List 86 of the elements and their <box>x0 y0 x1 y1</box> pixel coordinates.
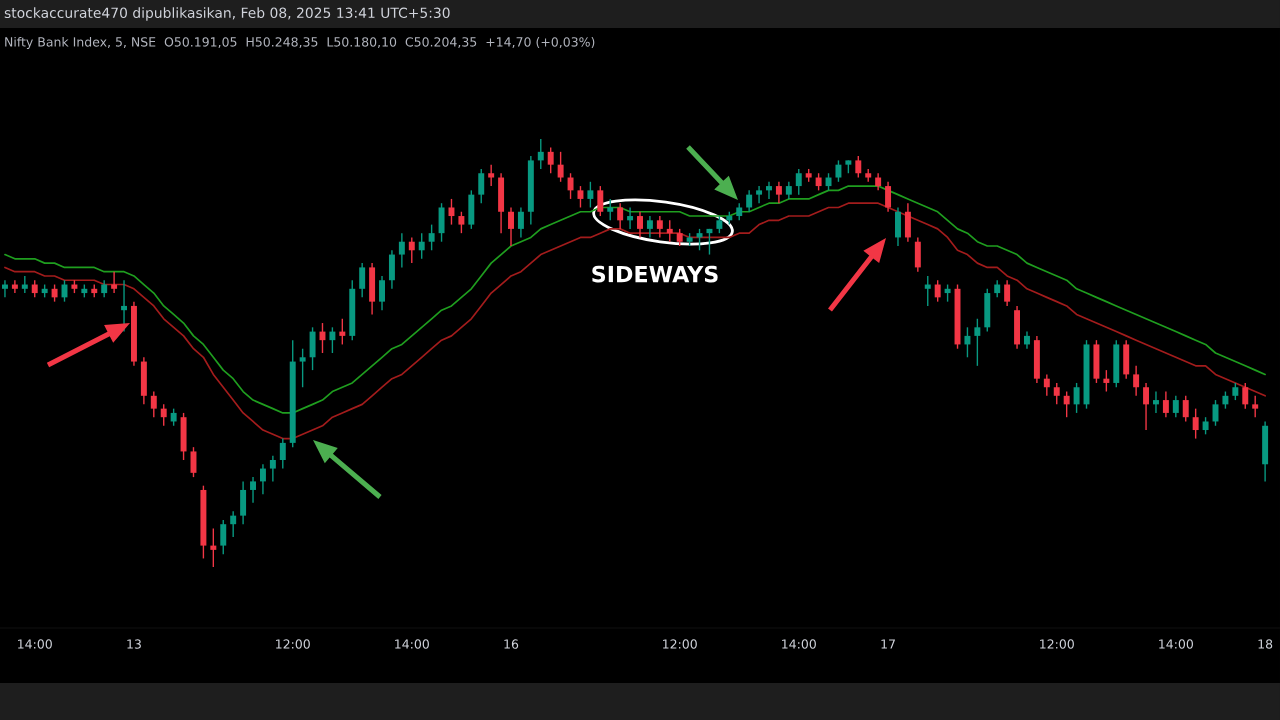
candlestick <box>1073 382 1080 414</box>
candlestick <box>924 275 931 307</box>
candlestick <box>1103 369 1110 393</box>
candlestick <box>547 146 554 174</box>
candlestick <box>756 185 763 204</box>
candlestick <box>1162 390 1169 418</box>
candlestick <box>557 151 564 183</box>
chart-subtitle: Nifty Bank Index, 5, NSE O50.191,05 H50.248,35 L50.180,10 C50.204,35 +14,70 (+0,03%) <box>5 36 595 50</box>
candlestick <box>150 390 157 418</box>
x-tick-label: 14:00 <box>18 639 52 649</box>
candlestick <box>696 228 703 251</box>
candlestick <box>299 348 306 388</box>
candlestick <box>835 159 842 183</box>
candlestick <box>627 206 634 230</box>
x-tick-label: 12:00 <box>663 639 697 649</box>
candlestick <box>1143 382 1150 431</box>
candlestick <box>339 318 346 346</box>
candlestick <box>974 318 981 367</box>
candlestick <box>934 279 941 303</box>
candlestick <box>766 181 772 200</box>
candlestick <box>279 437 286 470</box>
x-tick-label: 13 <box>127 639 141 649</box>
candlestick <box>21 275 28 294</box>
candlestick <box>160 403 167 427</box>
x-tick-label: 18 <box>1258 639 1273 649</box>
chart-title: stockaccurate470 dipublikasikan, Feb 08, 2025 13:41 UTC+5:30 <box>4 7 450 21</box>
candlestick <box>646 215 653 239</box>
x-tick-label: 16 <box>504 639 519 649</box>
candlestick <box>1043 373 1050 397</box>
candlestick <box>488 163 495 187</box>
candlestick <box>1063 390 1070 418</box>
candlestick <box>577 185 584 209</box>
candlestick <box>428 223 435 251</box>
x-tick-label: 14:00 <box>395 639 429 649</box>
candlestick <box>517 206 524 239</box>
candlestick <box>855 155 862 179</box>
candlestick <box>617 202 624 230</box>
candlestick <box>250 476 256 504</box>
candlestick <box>775 181 782 204</box>
candlestick <box>666 219 673 243</box>
x-tick-label: 14:00 <box>782 639 816 649</box>
annotation: SIDEWAYS <box>592 265 718 283</box>
candlestick <box>1252 395 1259 418</box>
candlestick <box>329 326 336 354</box>
candlestick <box>230 510 237 538</box>
candlestick <box>1172 395 1179 418</box>
candlestick <box>746 189 753 213</box>
candlestick <box>220 519 227 555</box>
candlestick <box>1192 407 1199 440</box>
candlestick <box>537 138 544 170</box>
x-tick-label: 14:00 <box>1159 639 1193 649</box>
candlestick <box>706 228 713 256</box>
candlestick <box>656 215 663 239</box>
candlestick <box>795 168 802 196</box>
candlestick <box>508 206 514 247</box>
candlestick <box>567 172 574 200</box>
candlestick <box>607 198 614 222</box>
candlestick <box>1053 382 1060 406</box>
x-tick-label: 12:00 <box>276 639 310 649</box>
candlestick <box>379 275 385 311</box>
candlestick <box>259 463 266 495</box>
candlestick <box>587 181 594 209</box>
candlestick <box>1004 279 1011 307</box>
candlestick <box>458 211 465 234</box>
candlestick <box>398 232 405 269</box>
candlestick <box>269 455 276 483</box>
candlestick <box>1182 395 1189 423</box>
candlestick <box>210 527 217 568</box>
candlestick <box>408 236 415 264</box>
x-tick-label: 12:00 <box>1040 639 1074 649</box>
candlestick <box>885 181 892 213</box>
candlestick <box>1242 382 1249 410</box>
candlestick <box>111 270 118 294</box>
candlestick <box>1133 365 1140 397</box>
candlestick <box>359 262 366 299</box>
candlestick <box>448 198 455 226</box>
candlestick <box>1 279 8 299</box>
x-tick-label: 17 <box>881 639 895 649</box>
candlestick <box>418 232 425 260</box>
candlestick <box>11 279 18 294</box>
candlestick <box>1152 390 1159 414</box>
candlestick <box>637 211 643 239</box>
candlestick <box>597 185 604 217</box>
candlestick <box>964 326 971 358</box>
candlestick <box>478 168 485 204</box>
candlestick <box>121 279 128 333</box>
